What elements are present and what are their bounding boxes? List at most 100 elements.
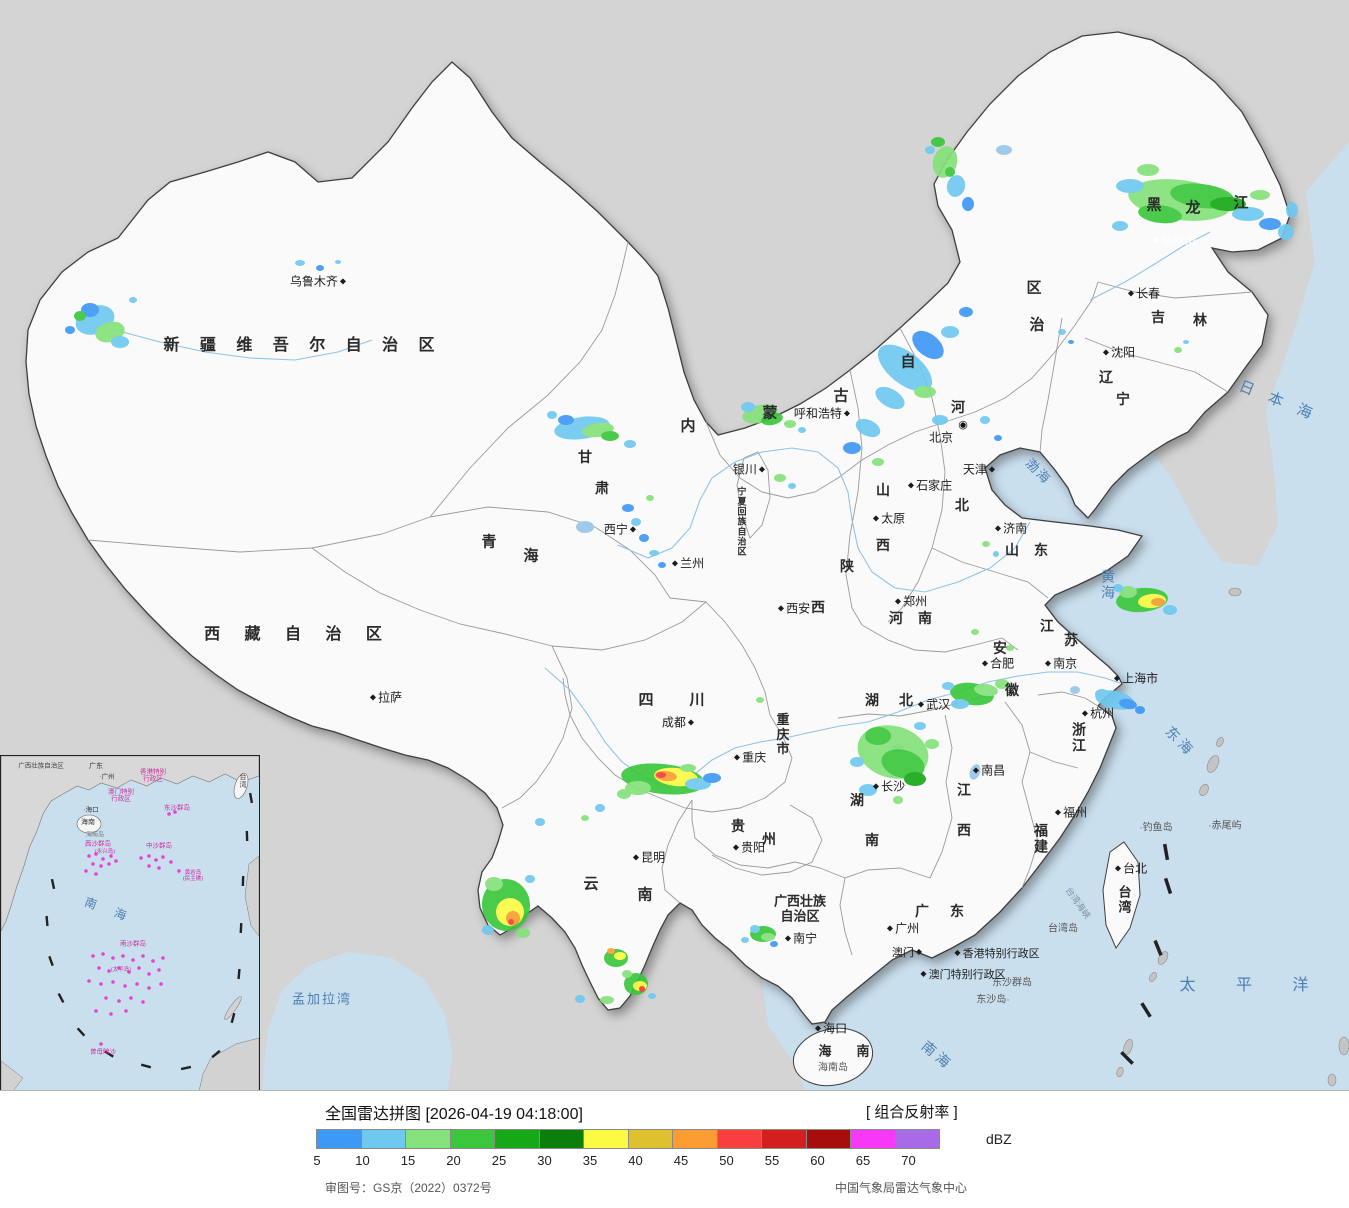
inset-island-dot xyxy=(173,810,177,814)
radar-echo xyxy=(865,727,891,745)
inset-island-dot xyxy=(87,979,91,983)
inset-palawan xyxy=(224,996,242,1020)
radar-echo xyxy=(750,925,760,933)
inset-island-dot xyxy=(117,999,121,1003)
legend-title: 全国雷达拼图 [2026-04-19 04:18:00] xyxy=(325,1106,583,1123)
radar-echo xyxy=(631,518,641,526)
radar-echo xyxy=(1095,689,1109,699)
bay-of-bengal xyxy=(262,952,452,1090)
radar-echo xyxy=(1232,207,1264,221)
inset-dash-segment xyxy=(57,993,65,1003)
sea-region xyxy=(762,142,1349,1090)
inset-island-dot xyxy=(101,857,105,861)
radar-echo xyxy=(994,435,1002,441)
inset-dash-segment xyxy=(241,875,245,887)
inset-island-dot xyxy=(111,956,115,960)
colorbar-box xyxy=(316,1129,362,1149)
colorbar-box xyxy=(583,1129,629,1149)
radar-echo xyxy=(639,534,649,542)
radar-echo xyxy=(855,418,881,438)
inset-dash-segment xyxy=(76,1027,86,1037)
inset-borneo xyxy=(198,1037,259,1090)
colorbar-tick: 30 xyxy=(537,1153,552,1168)
radar-echo xyxy=(942,682,954,690)
inset-hainan xyxy=(76,814,102,834)
radar-echo xyxy=(912,330,944,360)
radar-echo xyxy=(1068,340,1074,344)
radar-echo xyxy=(547,411,557,419)
radar-echo xyxy=(932,415,948,425)
colorbar-box xyxy=(405,1129,451,1149)
inset-island-dot xyxy=(107,969,111,973)
radar-echo xyxy=(508,919,514,925)
inset-dash-segment xyxy=(211,1049,221,1059)
radar-echo xyxy=(914,386,936,398)
colorbar-tick: 25 xyxy=(491,1153,507,1168)
inset-island-dot xyxy=(94,852,98,856)
inset-island-dot xyxy=(117,966,121,970)
inset-island-dot xyxy=(99,864,103,868)
colorbar-tick: 70 xyxy=(901,1153,916,1168)
radar-echo xyxy=(595,804,605,812)
radar-echo xyxy=(946,175,966,197)
radar-echo xyxy=(788,483,796,489)
inset-dash-segment xyxy=(104,1050,114,1058)
colorbar-tick: 50 xyxy=(719,1153,734,1168)
nine-dash-segment xyxy=(1153,939,1163,957)
colorbar-tick: 55 xyxy=(764,1153,780,1168)
radar-echo xyxy=(974,683,998,697)
radar-echo xyxy=(581,815,589,821)
inset-dash-segment xyxy=(180,1065,192,1071)
radar-echo xyxy=(485,877,503,891)
radar-echo xyxy=(648,993,656,999)
inset-dash-segment xyxy=(239,922,243,934)
radar-echo xyxy=(1259,218,1281,230)
radar-echo xyxy=(624,440,636,448)
colorbar-box xyxy=(538,1129,584,1149)
inset-island-dot xyxy=(141,954,145,958)
radar-echo xyxy=(65,326,75,334)
inset-dash-segment xyxy=(248,792,254,804)
inset-island-dot xyxy=(123,984,127,988)
radar-echo xyxy=(558,415,574,425)
colorbar-box xyxy=(850,1129,896,1149)
radar-echo xyxy=(784,420,796,428)
radar-echo xyxy=(1112,221,1128,231)
radar-echo xyxy=(980,416,990,424)
inset-island-dot xyxy=(147,972,151,976)
inset-island-dot xyxy=(161,956,165,960)
inset-island-dots xyxy=(84,810,181,1046)
colorbar-box xyxy=(672,1129,718,1149)
nine-dash-segment xyxy=(1120,1051,1134,1065)
radar-echo xyxy=(877,344,933,392)
radar-echo xyxy=(575,995,585,1003)
radar-echo xyxy=(798,427,806,433)
inset-island-dot xyxy=(159,982,163,986)
radar-echo xyxy=(74,311,86,321)
radar-echo xyxy=(516,928,530,938)
inset-island-dot xyxy=(111,980,115,984)
legend-product: [ 组合反射率 ] xyxy=(866,1104,958,1121)
inset-island-dot xyxy=(169,860,173,864)
legend-bar: 全国雷达拼图 [2026-04-19 04:18:00] [ 组合反射率 ] 5… xyxy=(0,1090,1349,1208)
colorbar-box xyxy=(716,1129,762,1149)
radar-map[interactable]: 新 疆 维 吾 尔 自 治 区西 藏 自 治 区青海甘肃四川云南贵州重 庆 市陕… xyxy=(0,0,1349,1090)
radar-echo xyxy=(1250,190,1270,200)
radar-echo xyxy=(850,757,864,767)
colorbar-tick: 20 xyxy=(446,1153,461,1168)
colorbar-tick: 5 xyxy=(313,1153,321,1168)
colorbar-ticks: 5 10 15 20 25 30 35 40 45 50 55 60 65 70 xyxy=(313,1153,977,1171)
inset-dash-segment xyxy=(230,1012,236,1024)
inset-malay xyxy=(1,1060,24,1090)
taiwan-island xyxy=(1102,841,1141,950)
radar-echo xyxy=(614,952,626,960)
radar-echo xyxy=(941,326,959,338)
radar-echo xyxy=(774,474,786,482)
radar-echo xyxy=(904,772,926,786)
inset-dash-segment xyxy=(140,1063,152,1069)
radar-echo xyxy=(1174,347,1182,353)
inset-dash-segment xyxy=(245,830,249,842)
inset-geography xyxy=(1,756,259,1090)
colorbar-tick: 15 xyxy=(400,1153,416,1168)
